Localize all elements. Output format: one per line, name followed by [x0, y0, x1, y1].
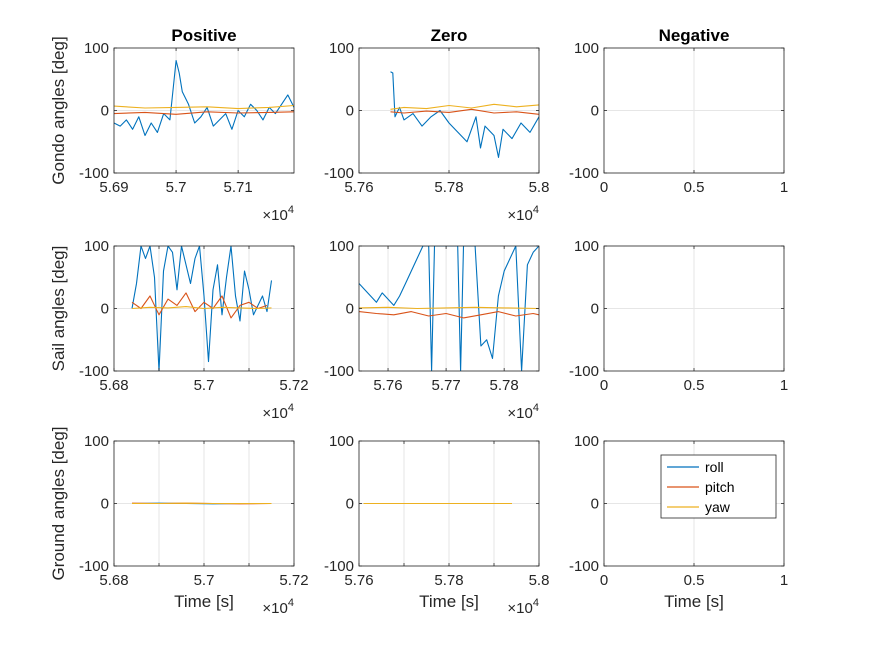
- subplot-title: Positive: [171, 26, 236, 45]
- y-axis-label: Ground angles [deg]: [49, 426, 68, 580]
- x-tick-label: 5.8: [529, 572, 550, 589]
- x-exponent-label: ×104: [507, 597, 539, 617]
- x-tick-label: 5.78: [434, 179, 463, 196]
- x-tick-label: 1: [780, 572, 788, 589]
- legend-label-pitch: pitch: [705, 479, 735, 495]
- subplot-title: Zero: [431, 26, 468, 45]
- y-tick-label: 100: [574, 40, 599, 57]
- x-axis-label: Time [s]: [174, 592, 234, 611]
- y-tick-label: 0: [591, 103, 599, 120]
- x-tick-label: 5.7: [194, 572, 215, 589]
- x-tick-label: 5.76: [373, 377, 402, 394]
- y-tick-label: 0: [346, 103, 354, 120]
- series-group: [359, 246, 539, 371]
- series-roll-line: [114, 59, 294, 137]
- legend-label-roll: roll: [705, 459, 724, 475]
- subplot-title: Negative: [659, 26, 730, 45]
- x-tick-label: 0: [600, 377, 608, 394]
- series-yaw-line: [131, 306, 272, 310]
- x-tick-label: 5.7: [166, 179, 187, 196]
- x-axis-label: Time [s]: [419, 592, 479, 611]
- x-tick-label: 0.5: [684, 179, 705, 196]
- x-tick-label: 5.76: [344, 572, 373, 589]
- x-exponent-label: ×104: [507, 204, 539, 224]
- x-tick-label: 5.77: [431, 377, 460, 394]
- x-tick-label: 5.8: [529, 179, 550, 196]
- series-pitch-line: [359, 311, 539, 319]
- y-tick-label: 100: [84, 433, 109, 450]
- x-tick-label: 0: [600, 179, 608, 196]
- x-tick-label: 5.7: [194, 377, 215, 394]
- series-pitch-line: [390, 108, 539, 115]
- y-tick-label: 0: [591, 301, 599, 318]
- y-axis-label: Gondo angles [deg]: [49, 36, 68, 184]
- x-tick-label: 5.76: [344, 179, 373, 196]
- subplot-7: 5.68 5.7 5.72 -100 0 100 ×104 Ground angles [de…: [49, 426, 309, 617]
- subplot-4: 5.68 5.7 5.72 -100 0 100 ×104 Sail angles [deg]: [49, 238, 309, 422]
- y-tick-label: 100: [84, 238, 109, 255]
- series-roll-line: [359, 246, 539, 371]
- y-tick-label: -100: [324, 363, 354, 380]
- x-exponent-label: ×104: [262, 402, 294, 422]
- y-tick-label: 0: [346, 301, 354, 318]
- subplot-2: 5.76 5.78 5.8 -100 0 100 ×104 Zero: [324, 26, 549, 224]
- x-tick-label: 5.72: [279, 377, 308, 394]
- x-exponent-label: ×104: [507, 402, 539, 422]
- y-tick-label: -100: [324, 558, 354, 575]
- y-tick-label: 100: [574, 238, 599, 255]
- y-tick-label: -100: [324, 165, 354, 182]
- x-tick-label: 5.78: [434, 572, 463, 589]
- x-tick-label: 1: [780, 179, 788, 196]
- series-roll-line: [390, 71, 539, 158]
- subplot-1: 5.69 5.7 5.71 -100 0 100 ×104 Positive Gondo ang…: [49, 26, 295, 224]
- y-tick-label: -100: [569, 165, 599, 182]
- x-tick-label: 0: [600, 572, 608, 589]
- y-tick-label: 0: [101, 496, 109, 513]
- y-tick-label: 0: [101, 103, 109, 120]
- y-tick-label: -100: [569, 363, 599, 380]
- y-tick-label: 100: [84, 40, 109, 57]
- x-tick-label: 5.72: [279, 572, 308, 589]
- y-tick-label: 100: [329, 433, 354, 450]
- series-group: [131, 246, 273, 371]
- x-tick-label: 5.68: [99, 377, 128, 394]
- series-yaw-line: [390, 103, 539, 110]
- y-tick-label: 0: [101, 301, 109, 318]
- subplot-5: 5.76 5.77 5.78 -100 0 100 ×104: [324, 238, 540, 422]
- series-roll-line: [131, 246, 273, 371]
- x-tick-label: 5.78: [490, 377, 519, 394]
- y-tick-label: -100: [569, 558, 599, 575]
- y-tick-label: 0: [591, 496, 599, 513]
- x-exponent-label: ×104: [262, 204, 294, 224]
- y-tick-label: -100: [79, 165, 109, 182]
- x-tick-label: 5.68: [99, 572, 128, 589]
- x-tick-label: 5.69: [99, 179, 128, 196]
- x-tick-label: 0.5: [684, 377, 705, 394]
- series-pitch-line: [114, 111, 294, 115]
- y-tick-label: 100: [574, 433, 599, 450]
- legend-label-yaw: yaw: [705, 499, 731, 515]
- x-tick-label: 0.5: [684, 572, 705, 589]
- y-tick-label: 100: [329, 238, 354, 255]
- series-group: [131, 502, 272, 505]
- series-group: [390, 71, 539, 158]
- y-tick-label: -100: [79, 558, 109, 575]
- y-tick-label: -100: [79, 363, 109, 380]
- y-tick-label: 0: [346, 496, 354, 513]
- legend: roll pitch yaw: [660, 454, 777, 519]
- series-pitch-line: [131, 292, 268, 319]
- x-tick-label: 1: [780, 377, 788, 394]
- series-yaw-line: [359, 306, 539, 310]
- x-exponent-label: ×104: [262, 597, 294, 617]
- series-yaw-line: [114, 104, 294, 110]
- series-group: [114, 59, 294, 137]
- y-tick-label: 100: [329, 40, 354, 57]
- subplot-8: 5.76 5.78 5.8 -100 0 100 ×104 Time [s]: [324, 433, 549, 617]
- x-tick-label: 5.71: [224, 179, 253, 196]
- x-axis-label: Time [s]: [664, 592, 724, 611]
- y-axis-label: Sail angles [deg]: [49, 246, 68, 372]
